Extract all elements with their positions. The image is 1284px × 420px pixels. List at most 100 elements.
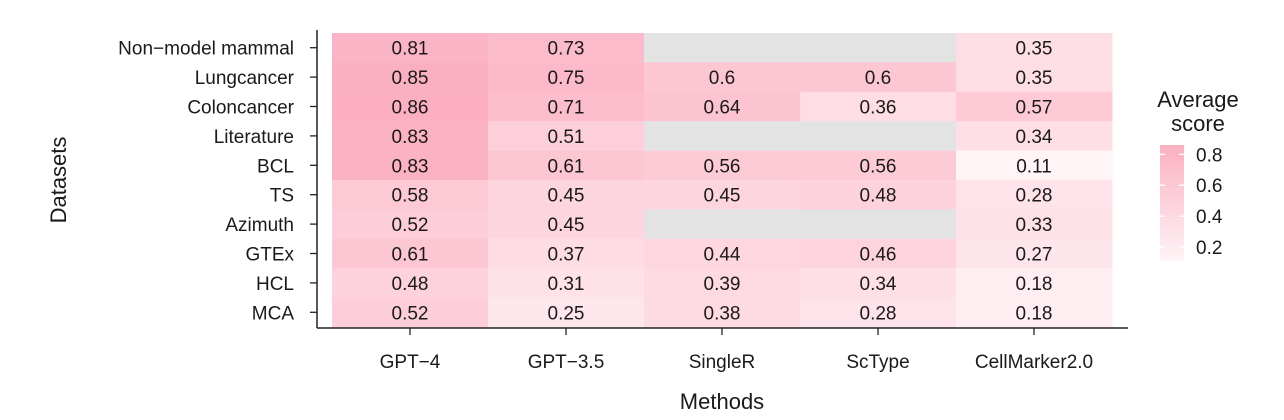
cell-value-label: 0.18 [1016,274,1053,295]
heatmap-cell [488,180,645,210]
y-tick-label: Literature [214,127,294,148]
cell-value-label: 0.81 [392,39,429,60]
cell-value-label: 0.25 [548,303,585,324]
cell-value-label: 0.52 [392,303,429,324]
heatmap-cell [956,297,1113,328]
cell-value-label: 0.83 [392,156,429,177]
axes [310,30,1128,335]
cell-value-label: 0.85 [392,68,429,89]
cell-value-label: 0.28 [1016,186,1053,207]
cell-value-label: 0.45 [548,215,585,236]
x-tick-label: ScType [846,352,909,373]
heatmap-cell [800,62,957,93]
heatmap-cell [956,91,1113,122]
cell-value-label: 0.56 [860,156,897,177]
heatmap-cell [800,268,957,299]
heatmap-cell [956,180,1113,210]
cell-value-label: 0.36 [860,98,897,119]
heatmap-cell [800,297,957,328]
x-axis-title: Methods [680,389,764,414]
cell-value-label: 0.61 [392,245,429,266]
cell-value-label: 0.86 [392,98,429,119]
y-tick-labels: Non−model mammal Lungcancer Coloncancer Lit… [118,39,295,325]
heatmap-cell [644,91,801,122]
legend-tick-label: 0.2 [1196,238,1222,259]
cell-value-label: 0.56 [704,156,741,177]
cell-value-label: 0.34 [860,274,897,295]
heatmap-cell [332,121,489,152]
y-axis-title: Datasets [46,137,71,224]
cell-value-label: 0.83 [392,127,429,148]
heatmap-cell [488,268,645,299]
heatmap-cell [800,150,957,181]
cell-value-label: 0.35 [1016,68,1053,89]
x-tick-labels: GPT−4 GPT−3.5 SingleR ScType CellMarker2.0 [380,352,1094,373]
heatmap-cell [332,180,489,210]
cell-value-label: 0.37 [548,245,585,266]
heatmap-cell [488,91,645,122]
heatmap-cell [800,180,957,210]
heatmap-cell [800,238,957,269]
heatmap-cell [644,238,801,269]
y-tick-label: GTEx [245,245,294,266]
legend-tick-label: 0.6 [1196,176,1222,197]
heatmap-cell [956,268,1113,299]
heatmap-cell [488,121,645,152]
heatmap-cell [956,62,1113,93]
cell-value-label: 0.52 [392,215,429,236]
heatmap-cell [800,33,957,63]
heatmap-cell [644,268,801,299]
heatmap-cell [644,209,801,240]
heatmap-cell [644,297,801,328]
cell-value-label: 0.31 [548,274,585,295]
heatmap-cell [956,33,1113,63]
cell-value-label: 0.75 [548,68,585,89]
heatmap-cell [332,209,489,240]
heatmap-cell [488,297,645,328]
heatmap-cell [332,268,489,299]
cell-value-label: 0.51 [548,127,585,148]
legend-title-line-2: score [1171,111,1225,136]
cell-value-label: 0.45 [548,186,585,207]
cell-value-label: 0.33 [1016,215,1053,236]
heatmap-cell [332,297,489,328]
cell-value-label: 0.11 [1016,156,1052,177]
heatmap-cell [488,209,645,240]
heatmap-cell [488,33,645,63]
y-tick-label: Azimuth [225,215,294,236]
cell-value-label: 0.38 [704,303,741,324]
y-tick-label: Non−model mammal [118,39,294,60]
heatmap-cell [956,209,1113,240]
heatmap-cell [332,33,489,63]
cell-value-label: 0.6 [865,68,891,89]
heatmap-cell [956,121,1113,152]
cell-value-label: 0.73 [548,39,585,60]
cell-value-label: 0.58 [392,186,429,207]
cell-value-label: 0.46 [860,245,897,266]
heatmap-cell [332,150,489,181]
y-tick-label: MCA [252,303,295,324]
cell-value-label: 0.6 [709,68,735,89]
cell-value-label: 0.61 [548,156,585,177]
heatmap-cell [488,150,645,181]
heatmap-cell [800,121,957,152]
cell-value-label: 0.45 [704,186,741,207]
heatmap-cell [644,150,801,181]
x-tick-label: SingleR [689,352,756,373]
legend-title-line-1: Average [1157,87,1239,112]
cell-value-label: 0.48 [392,274,429,295]
y-tick-label: BCL [257,156,294,177]
cell-value-label: 0.28 [860,303,897,324]
cell-value-label: 0.35 [1016,39,1053,60]
y-tick-label: HCL [256,274,294,295]
heatmap-cell [956,238,1113,269]
cell-value-label: 0.44 [704,245,741,266]
legend-tick-label: 0.4 [1196,207,1223,228]
heatmap-cell [332,91,489,122]
y-tick-label: Lungcancer [195,68,295,89]
legend-tick-label: 0.8 [1196,145,1222,166]
x-tick-label: CellMarker2.0 [975,352,1093,373]
legend-ticks: 0.8 0.6 0.4 0.2 [1160,145,1223,259]
cell-value-label: 0.34 [1016,127,1053,148]
